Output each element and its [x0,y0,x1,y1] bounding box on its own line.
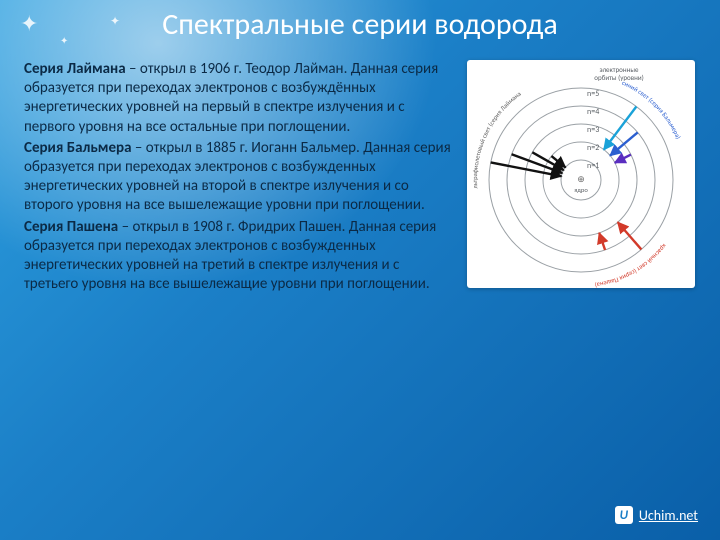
series-paragraph: Серия Пашена – открыл в 1908 г. Фридрих … [24,218,456,295]
svg-text:ультрафиолетовый свет (серия Л: ультрафиолетовый свет (серия Лаймана) [467,60,523,189]
source-link[interactable]: U Uchim.net [615,506,698,524]
svg-text:синий свет (серия Бальмера): синий свет (серия Бальмера) [621,79,683,141]
series-paragraph: Серия Бальмера – открыл в 1885 г. Иоганн… [24,139,456,216]
svg-text:n=2: n=2 [587,143,599,153]
svg-text:n=5: n=5 [587,89,599,99]
svg-text:ядро: ядро [574,186,588,194]
svg-text:n=1: n=1 [587,161,599,171]
description-text: Серия Лаймана – открыл в 1906 г. Теодор … [24,60,456,516]
diagram-column: n=1n=2n=3n=4n=5⊕ядроэлектронныеорбиты (у… [466,60,696,516]
slide-title: Спектральные серии водорода [0,6,720,43]
series-paragraph: Серия Лаймана – открыл в 1906 г. Теодор … [24,60,456,137]
source-link-label: Uchim.net [639,507,698,524]
slide: ✦ ✦ ✦ Спектральные серии водорода Серия … [0,0,720,540]
svg-text:орбиты (уровни): орбиты (уровни) [594,73,644,82]
svg-text:n=3: n=3 [587,125,599,135]
svg-text:n=4: n=4 [587,107,599,117]
orbit-diagram: n=1n=2n=3n=4n=5⊕ядроэлектронныеорбиты (у… [467,60,695,288]
svg-text:⊕: ⊕ [577,174,585,185]
body-row: Серия Лаймана – открыл в 1906 г. Теодор … [24,60,696,516]
source-logo-icon: U [615,506,633,524]
